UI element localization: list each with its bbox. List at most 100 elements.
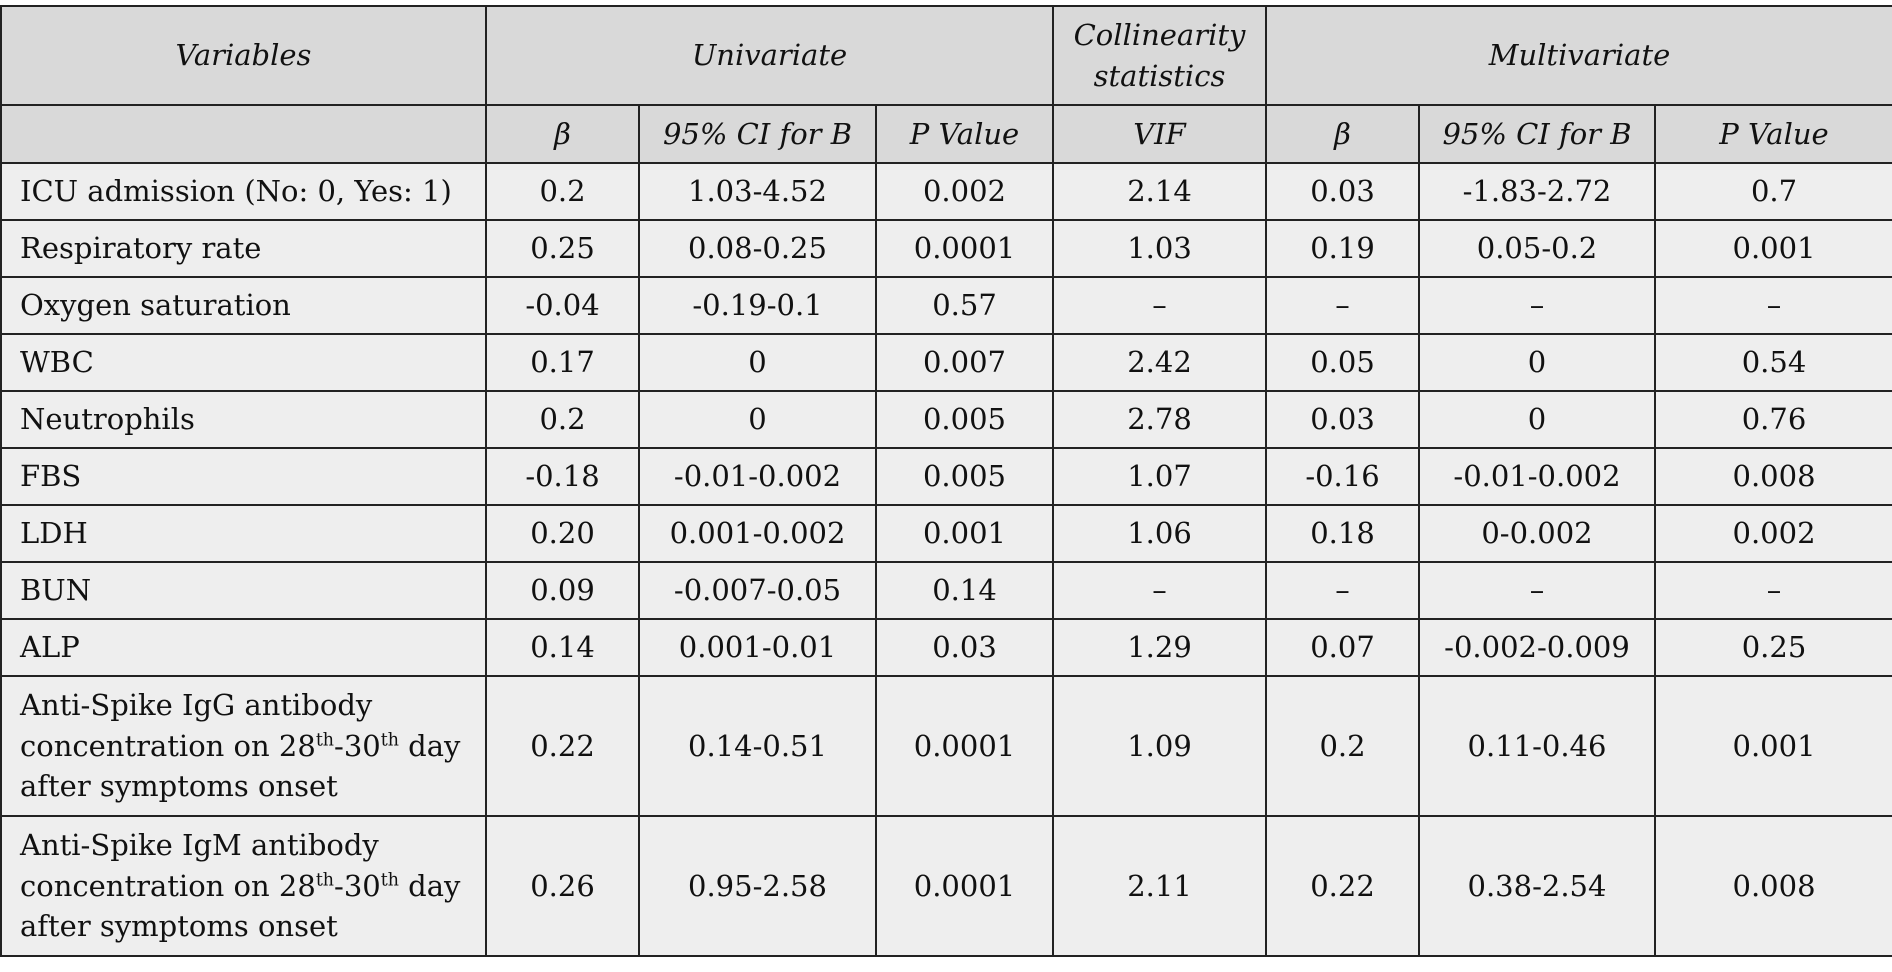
variable-text: -30 — [334, 728, 381, 763]
value-cell: 0.22 — [485, 675, 640, 817]
value-cell: 0.005 — [875, 390, 1054, 449]
value-cell: 0.05-0.2 — [1418, 219, 1656, 278]
variable-cell: Respiratory rate — [0, 219, 487, 278]
variable-cell: Anti-Spike IgG antibody concentration on… — [0, 675, 487, 817]
variable-text: Neutrophils — [20, 402, 195, 437]
variable-cell: ICU admission (No: 0, Yes: 1) — [0, 162, 487, 221]
variable-text: Respiratory rate — [20, 231, 262, 266]
value-cell: 0.11-0.46 — [1418, 675, 1656, 817]
value-cell: 0.14-0.51 — [638, 675, 877, 817]
value-cell: 0.2 — [1265, 675, 1420, 817]
value-cell: 0.20 — [485, 504, 640, 563]
table-row: Oxygen saturation -0.04 -0.19-0.1 0.57– – – – — [0, 276, 1892, 335]
variable-text: ICU admission (No: 0, Yes: 1) — [20, 174, 452, 209]
value-cell: -0.002-0.009 — [1418, 618, 1656, 677]
superscript: th — [380, 870, 399, 891]
value-cell: 0.17 — [485, 333, 640, 392]
table-row: LDH 0.20 0.001-0.002 0.001 1.06 0.18 0-0.002 0.… — [0, 504, 1892, 563]
value-cell: 0.001-0.01 — [638, 618, 877, 677]
superscript: th — [315, 730, 335, 751]
table-row: Anti-Spike IgG antibody concentration on… — [0, 675, 1892, 817]
variable-text: FBS — [20, 459, 82, 494]
results-table: Variables Univariate Collinearity statis… — [0, 5, 1892, 957]
value-cell: -0.18 — [485, 447, 640, 506]
value-cell: 0.008 — [1653, 815, 1892, 957]
value-cell: 0.008 — [1653, 447, 1892, 506]
table-row: BUN 0.09 -0.007-0.05 0.14– – – – — [0, 561, 1892, 620]
value-cell: 0 — [638, 333, 877, 392]
value-cell: 0.005 — [875, 447, 1054, 506]
superscript: th — [380, 730, 399, 751]
value-cell: 0.03 — [1265, 390, 1420, 449]
header-cell: 95% CI for B — [1418, 104, 1656, 164]
value-cell: 0.57 — [875, 276, 1054, 335]
value-cell: – — [1653, 561, 1892, 620]
header-cell: Univariate — [485, 5, 1054, 106]
variable-cell: BUN — [0, 561, 487, 620]
value-cell: 0.14 — [875, 561, 1054, 620]
value-cell: 0.0001 — [875, 219, 1054, 278]
value-cell: 0.001 — [1653, 675, 1892, 817]
variable-text: Anti-Spike IgG antibody concentration on… — [20, 688, 373, 763]
value-cell: 0.001-0.002 — [638, 504, 877, 563]
variable-text: BUN — [20, 573, 92, 608]
value-cell: 0.38-2.54 — [1418, 815, 1656, 957]
header-cell: P Value — [1653, 104, 1892, 164]
value-cell: -0.01-0.002 — [1418, 447, 1656, 506]
value-cell: 0.03 — [1265, 162, 1420, 221]
value-cell: – — [1418, 276, 1656, 335]
value-cell: -0.04 — [485, 276, 640, 335]
value-cell: 0.26 — [485, 815, 640, 957]
table-row: Respiratory rate 0.25 0.08-0.25 0.0001 1.03 0… — [0, 219, 1892, 278]
value-cell: -1.83-2.72 — [1418, 162, 1656, 221]
variable-text: WBC — [20, 345, 94, 380]
value-cell: 1.03-4.52 — [638, 162, 877, 221]
variable-cell: Oxygen saturation — [0, 276, 487, 335]
value-cell: – — [1265, 276, 1420, 335]
value-cell: 1.29 — [1052, 618, 1267, 677]
value-cell: 1.03 — [1052, 219, 1267, 278]
variable-cell: LDH — [0, 504, 487, 563]
value-cell: 0.001 — [875, 504, 1054, 563]
value-cell: 0.0001 — [875, 815, 1054, 957]
value-cell: -0.16 — [1265, 447, 1420, 506]
variable-text: Anti-Spike IgM antibody concentration on… — [20, 828, 379, 903]
header-cell: Collinearity statistics — [1052, 5, 1267, 106]
value-cell: 0 — [1418, 390, 1656, 449]
variable-text: ALP — [20, 630, 80, 665]
value-cell: – — [1052, 561, 1267, 620]
table-row: ALP 0.14 0.001-0.01 0.03 1.29 0.07 -0.002-0.00… — [0, 618, 1892, 677]
value-cell: 1.09 — [1052, 675, 1267, 817]
table-row: ICU admission (No: 0, Yes: 1) 0.2 1.03-4.5… — [0, 162, 1892, 221]
value-cell: 0.25 — [1653, 618, 1892, 677]
value-cell: 0 — [1418, 333, 1656, 392]
variable-cell: Neutrophils — [0, 390, 487, 449]
value-cell: 0.08-0.25 — [638, 219, 877, 278]
value-cell: 0-0.002 — [1418, 504, 1656, 563]
value-cell: 0.05 — [1265, 333, 1420, 392]
value-cell: 0.18 — [1265, 504, 1420, 563]
value-cell: 2.14 — [1052, 162, 1267, 221]
variable-text: day after symptoms onset — [20, 728, 461, 804]
value-cell: 0.95-2.58 — [638, 815, 877, 957]
table-row: FBS -0.18 -0.01-0.002 0.005 1.07 -0.16 -0.01-0… — [0, 447, 1892, 506]
variable-text: Oxygen saturation — [20, 288, 291, 323]
variable-cell: FBS — [0, 447, 487, 506]
value-cell: – — [1265, 561, 1420, 620]
value-cell: 0.19 — [1265, 219, 1420, 278]
value-cell: 0.14 — [485, 618, 640, 677]
value-cell: 0.007 — [875, 333, 1054, 392]
value-cell: 0.07 — [1265, 618, 1420, 677]
value-cell: 2.11 — [1052, 815, 1267, 957]
value-cell: -0.007-0.05 — [638, 561, 877, 620]
value-cell: 0.22 — [1265, 815, 1420, 957]
page: {"header": {"row1": ["Variables", "Univa… — [0, 5, 1892, 972]
value-cell: 0.2 — [485, 162, 640, 221]
value-cell: 2.78 — [1052, 390, 1267, 449]
variable-text: day after symptoms onset — [20, 868, 461, 944]
value-cell: 0.002 — [1653, 504, 1892, 563]
value-cell: 1.07 — [1052, 447, 1267, 506]
table-row: Anti-Spike IgM antibody concentration on… — [0, 815, 1892, 957]
value-cell: 0.54 — [1653, 333, 1892, 392]
